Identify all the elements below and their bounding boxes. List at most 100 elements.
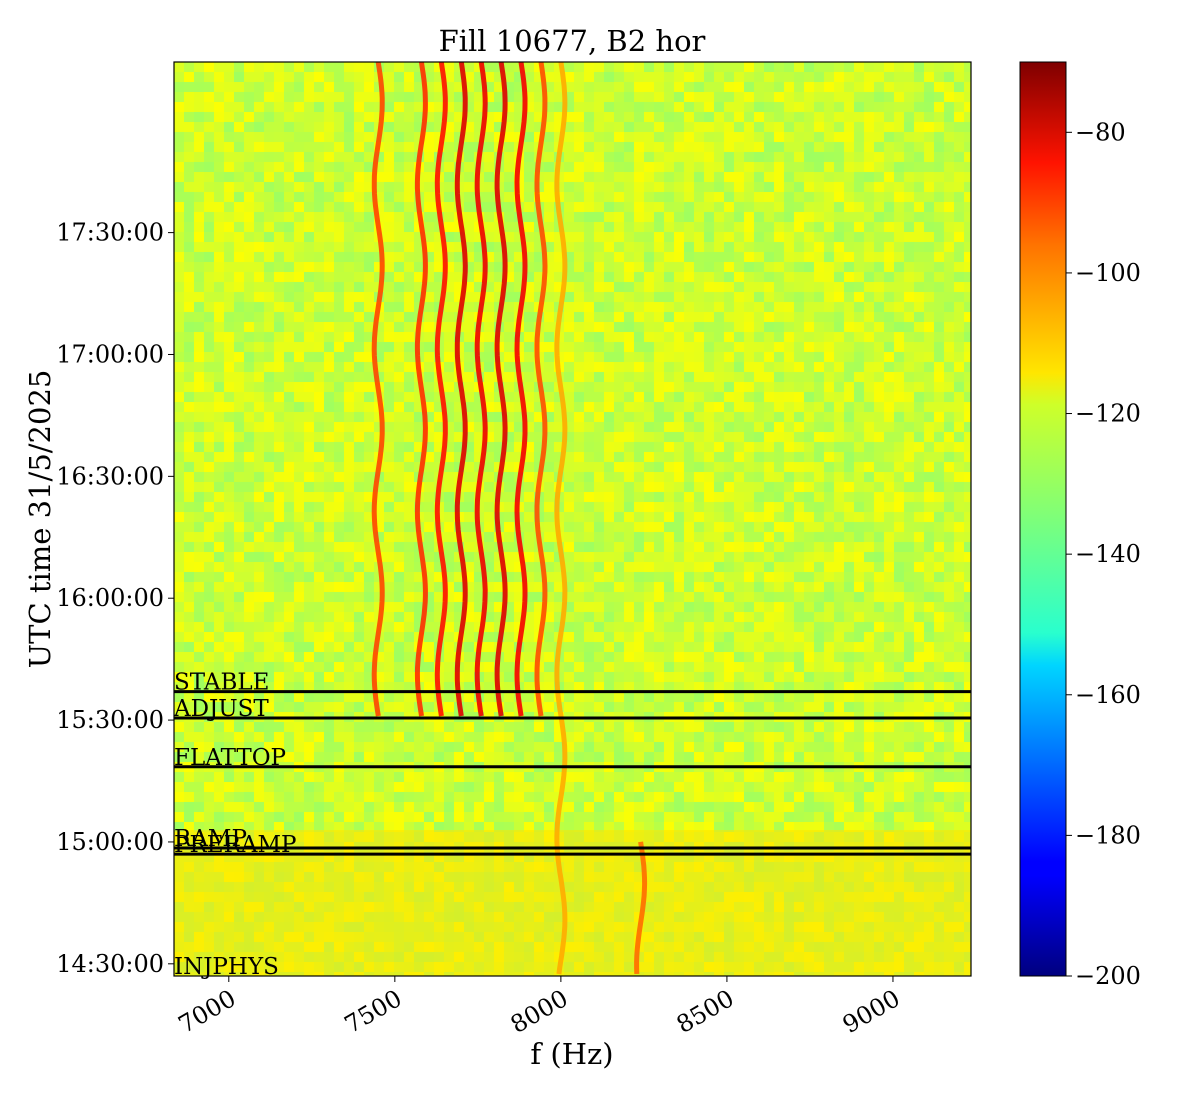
heatmap-cell [794, 242, 804, 252]
heatmap-cell [464, 62, 474, 72]
heatmap-cell [234, 562, 244, 572]
heatmap-cell [754, 182, 764, 192]
heatmap-cell [964, 532, 971, 542]
heatmap-cell [234, 232, 244, 242]
heatmap-cell [864, 152, 874, 162]
heatmap-cell [954, 272, 964, 282]
heatmap-cell [894, 152, 904, 162]
heatmap-cell [574, 242, 584, 252]
heatmap-cell [464, 642, 474, 652]
heatmap-cell [754, 282, 764, 292]
heatmap-cell [744, 452, 754, 462]
heatmap-cell [954, 482, 964, 492]
heatmap-cell [304, 632, 314, 642]
heatmap-cell [564, 192, 574, 202]
heatmap-cell [894, 642, 904, 652]
heatmap-cell [794, 302, 804, 312]
heatmap-cell [734, 572, 744, 582]
heatmap-cell [214, 262, 224, 272]
heatmap-cell [234, 312, 244, 322]
heatmap-cell [594, 612, 604, 622]
heatmap-cell [244, 362, 254, 372]
heatmap-cell [754, 242, 764, 252]
heatmap-cell [354, 422, 364, 432]
heatmap-cell [764, 462, 774, 472]
heatmap-cell [774, 562, 784, 572]
heatmap-cell [634, 62, 644, 72]
heatmap-cell [524, 372, 534, 382]
heatmap-cell [664, 492, 674, 502]
heatmap-cell [954, 232, 964, 242]
heatmap-cell [704, 452, 714, 462]
heatmap-cell [844, 662, 854, 672]
heatmap-cell [894, 362, 904, 372]
heatmap-cell [524, 322, 534, 332]
heatmap-cell [214, 302, 224, 312]
heatmap-cell [254, 372, 264, 382]
heatmap-cell [764, 82, 774, 92]
heatmap-cell [964, 442, 971, 452]
heatmap-cell [484, 412, 494, 422]
heatmap-cell [924, 422, 934, 432]
heatmap-cell [794, 442, 804, 452]
heatmap-cell [484, 192, 494, 202]
heatmap-cell [174, 422, 184, 432]
heatmap-cell [834, 432, 844, 442]
heatmap-cell [444, 292, 454, 302]
heatmap-cell [614, 592, 624, 602]
heatmap-cell [914, 542, 924, 552]
heatmap-cell [244, 302, 254, 312]
heatmap-cell [654, 672, 664, 682]
heatmap-cell [364, 232, 374, 242]
heatmap-cell [914, 342, 924, 352]
heatmap-cell [384, 252, 394, 262]
heatmap-cell [344, 442, 354, 452]
heatmap-cell [784, 282, 794, 292]
heatmap-cell [794, 622, 804, 632]
heatmap-cell [264, 552, 274, 562]
heatmap-cell [274, 662, 284, 672]
heatmap-cell [874, 322, 884, 332]
heatmap-cell [184, 102, 194, 112]
heatmap-cell [814, 142, 824, 152]
heatmap-cell [454, 92, 464, 102]
heatmap-cell [664, 452, 674, 462]
heatmap-cell [894, 602, 904, 612]
heatmap-cell [454, 282, 464, 292]
heatmap-cell [344, 142, 354, 152]
heatmap-cell [604, 512, 614, 522]
heatmap-cell [694, 352, 704, 362]
heatmap-cell [904, 632, 914, 642]
heatmap-cell [424, 392, 434, 402]
heatmap-cell [194, 492, 204, 502]
heatmap-cell [674, 582, 684, 592]
heatmap-cell [734, 202, 744, 212]
heatmap-cell [594, 102, 604, 112]
heatmap-cell [334, 252, 344, 262]
heatmap-cell [264, 252, 274, 262]
heatmap-cell [794, 602, 804, 612]
heatmap-cell [234, 652, 244, 662]
heatmap-cell [444, 152, 454, 162]
heatmap-cell [844, 122, 854, 132]
heatmap-cell [374, 172, 384, 182]
heatmap-cell [344, 182, 354, 192]
heatmap-cell [774, 652, 784, 662]
heatmap-cell [194, 122, 204, 132]
heatmap-cell [244, 332, 254, 342]
heatmap-cell [194, 412, 204, 422]
heatmap-cell [624, 512, 634, 522]
heatmap-cell [254, 382, 264, 392]
heatmap-cell [814, 102, 824, 112]
heatmap-cell [284, 82, 294, 92]
heatmap-cell [384, 422, 394, 432]
heatmap-cell [804, 242, 814, 252]
heatmap-cell [184, 272, 194, 282]
heatmap-cell [884, 452, 894, 462]
heatmap-cell [344, 672, 354, 682]
heatmap-cell [644, 232, 654, 242]
heatmap-cell [784, 122, 794, 132]
heatmap-cell [774, 472, 784, 482]
heatmap-cell [254, 142, 264, 152]
heatmap-cell [764, 312, 774, 322]
